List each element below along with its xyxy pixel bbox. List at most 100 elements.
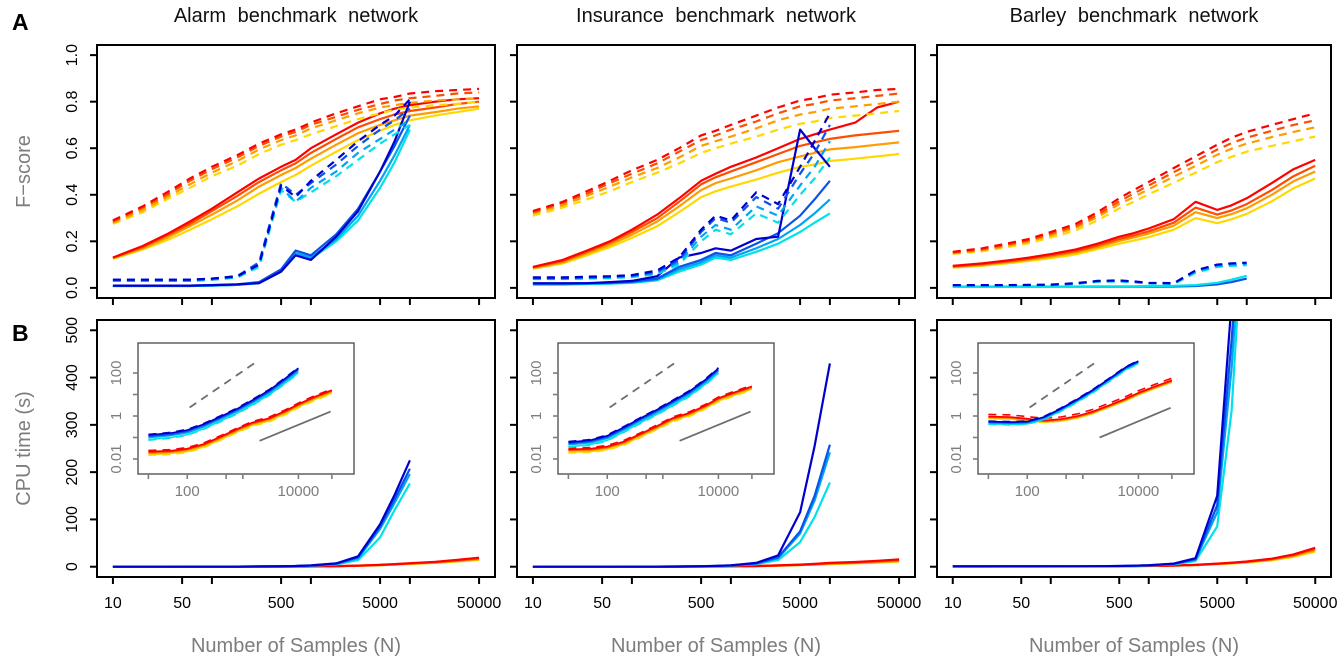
insurance-fscore-series-orange-dashed bbox=[532, 100, 900, 215]
barley-cpu-inset-guide-linear bbox=[1099, 406, 1171, 439]
barley-cpu-inset-gold-solid bbox=[988, 381, 1173, 424]
alarm-cpu-inset-deepsky-solid bbox=[148, 370, 299, 439]
alarm-cpu-series-navy-solid bbox=[112, 459, 411, 568]
fscore-axis-title: F−score bbox=[13, 135, 35, 208]
alarm-fscore-y-tick-label: 0.0 bbox=[64, 277, 81, 299]
barley-cpu-x-tick-label: 5000 bbox=[1199, 595, 1235, 612]
panel-label-a: A bbox=[12, 9, 29, 35]
insurance-cpu-inset-orange-solid bbox=[568, 387, 753, 452]
alarm-cpu-x-tick-label: 50000 bbox=[457, 595, 502, 612]
barley-cpu-series-orange-solid bbox=[952, 549, 1316, 568]
insurance-fscore-series-cyan-solid bbox=[532, 212, 831, 286]
alarm-cpu-x-axis-title: Number of Samples (N) bbox=[191, 635, 401, 657]
cpu-axis-title: CPU time (s) bbox=[13, 391, 35, 505]
insurance-fscore-series-navy-dashed bbox=[532, 112, 831, 279]
insurance-cpu-series-navy-solid bbox=[532, 363, 831, 568]
insurance-fscore-series-group bbox=[532, 87, 900, 286]
alarm-fscore-series-red-solid bbox=[112, 97, 480, 259]
barley-cpu-x-tick-label: 500 bbox=[1106, 595, 1133, 612]
alarm-fscore-series-orange-solid bbox=[112, 105, 480, 260]
barley-cpu-inset-y-tick-label: 100 bbox=[948, 361, 965, 386]
alarm-cpu-y-tick-label: 0 bbox=[64, 562, 81, 571]
alarm-fscore-y-tick-label: 1.0 bbox=[64, 44, 81, 66]
alarm-cpu-y-tick-label: 500 bbox=[64, 317, 81, 344]
alarm-cpu-inset-cyan-dashed bbox=[148, 372, 299, 441]
barley-cpu-x-tick-label: 50000 bbox=[1293, 595, 1338, 612]
barley-cpu-inset-y-tick-label: 1 bbox=[948, 412, 965, 420]
insurance-cpu-inset-navy-dashed bbox=[568, 367, 719, 443]
barley-cpu-inset-navy-solid bbox=[988, 360, 1139, 423]
insurance-cpu-x-tick-label: 50 bbox=[593, 595, 611, 612]
barley-cpu-inset-box bbox=[977, 342, 1195, 475]
insurance-cpu-inset: 100 10000 0.01 1 100 bbox=[528, 342, 775, 500]
alarm-cpu-inset-gold-solid bbox=[148, 392, 333, 456]
insurance-fscore-title: Insurance benchmark network bbox=[576, 5, 857, 27]
barley-fscore-title: Barley benchmark network bbox=[1010, 5, 1260, 27]
insurance-cpu-x-tick-label: 500 bbox=[688, 595, 715, 612]
alarm-fscore-box bbox=[96, 44, 496, 299]
barley-cpu-series-group bbox=[952, 321, 1316, 568]
insurance-cpu-panel: 10 50 500 5000 50000 Number of Samples (N) 100… bbox=[510, 319, 921, 657]
barley-cpu-inset-red-dashed bbox=[988, 377, 1173, 420]
alarm-fscore-series-orangered-solid bbox=[112, 100, 480, 259]
alarm-fscore-series-navy-dashed bbox=[112, 98, 411, 281]
alarm-cpu-x-tick-label: 50 bbox=[173, 595, 191, 612]
insurance-fscore-series-red-solid bbox=[532, 100, 900, 268]
alarm-cpu-box bbox=[96, 319, 496, 578]
alarm-fscore-y-tick-label: 0.8 bbox=[64, 90, 81, 112]
barley-fscore-box bbox=[936, 44, 1332, 299]
alarm-cpu-inset-y-tick-label: 1 bbox=[108, 412, 125, 420]
barley-cpu-inset-cyan-solid bbox=[988, 362, 1139, 426]
barley-cpu-inset-series-group bbox=[988, 359, 1173, 439]
barley-fscore-series-group bbox=[952, 112, 1316, 288]
alarm-cpu-series-cyan-solid bbox=[112, 482, 411, 568]
alarm-fscore-y-tick-label: 0.4 bbox=[64, 184, 81, 206]
insurance-cpu-box bbox=[516, 319, 916, 578]
barley-fscore-series-orangered-solid bbox=[952, 164, 1316, 268]
insurance-cpu-x-tick-label: 10 bbox=[524, 595, 542, 612]
alarm-fscore-series-gold-solid bbox=[112, 107, 480, 260]
insurance-cpu-inset-cyan-solid bbox=[568, 372, 719, 448]
alarm-cpu-y-tick-label: 100 bbox=[64, 506, 81, 533]
barley-fscore-series-deepsky-dashed bbox=[952, 262, 1247, 287]
alarm-cpu-inset-navy-dashed bbox=[148, 366, 299, 436]
alarm-fscore-title: Alarm benchmark network bbox=[174, 5, 419, 27]
insurance-cpu-inset-deepsky-solid bbox=[568, 370, 719, 446]
barley-fscore-series-red-solid bbox=[952, 158, 1316, 267]
alarm-cpu-inset-red-solid bbox=[148, 389, 333, 453]
barley-cpu-series-navy-solid bbox=[952, 321, 1232, 568]
barley-fscore-series-gold-solid bbox=[952, 177, 1316, 269]
alarm-fscore-y-tick-label: 0.2 bbox=[64, 230, 81, 252]
insurance-cpu-inset-gold-solid bbox=[568, 388, 753, 453]
barley-cpu-x-tick-label: 50 bbox=[1012, 595, 1030, 612]
barley-fscore-series-gold-dashed bbox=[952, 135, 1316, 255]
barley-fscore-panel: Barley benchmark network bbox=[930, 5, 1332, 305]
barley-cpu-series-cyan-solid bbox=[952, 321, 1239, 568]
barley-cpu-inset-red-solid bbox=[988, 379, 1173, 422]
alarm-cpu-inset-x-tick-label: 10000 bbox=[278, 483, 320, 500]
insurance-cpu-x-axis-title: Number of Samples (N) bbox=[611, 635, 821, 657]
insurance-cpu-inset-guide-linear bbox=[679, 410, 751, 442]
panel-label-b: B bbox=[12, 320, 29, 346]
barley-cpu-inset-blue-solid bbox=[988, 360, 1139, 424]
alarm-cpu-inset-navy-solid bbox=[148, 367, 299, 436]
alarm-cpu-inset-x-tick-label: 100 bbox=[175, 483, 200, 500]
insurance-cpu-inset-x-tick-label: 10000 bbox=[698, 483, 740, 500]
insurance-fscore-series-gold-dashed bbox=[532, 109, 900, 217]
insurance-fscore-panel: Insurance benchmark network bbox=[510, 5, 916, 305]
insurance-cpu-inset-red-dashed bbox=[568, 384, 753, 450]
alarm-cpu-inset-blue-solid bbox=[148, 368, 299, 438]
alarm-fscore-series-gold-dashed bbox=[112, 100, 480, 225]
barley-cpu-inset-x-tick-label: 100 bbox=[1015, 483, 1040, 500]
barley-cpu-box bbox=[936, 319, 1332, 578]
insurance-cpu-inset-series-group bbox=[568, 362, 753, 454]
alarm-fscore-y-tick-label: 0.6 bbox=[64, 137, 81, 159]
barley-cpu-inset-guide-quadratic bbox=[1029, 362, 1095, 409]
insurance-fscore-box bbox=[516, 44, 916, 299]
insurance-cpu-inset-y-tick-label: 100 bbox=[528, 361, 545, 386]
alarm-cpu-inset-guide-linear bbox=[259, 410, 331, 442]
alarm-cpu-inset-box bbox=[137, 342, 355, 475]
alarm-cpu-inset-y-tick-label: 100 bbox=[108, 361, 125, 386]
barley-cpu-series-red-solid bbox=[952, 546, 1316, 568]
